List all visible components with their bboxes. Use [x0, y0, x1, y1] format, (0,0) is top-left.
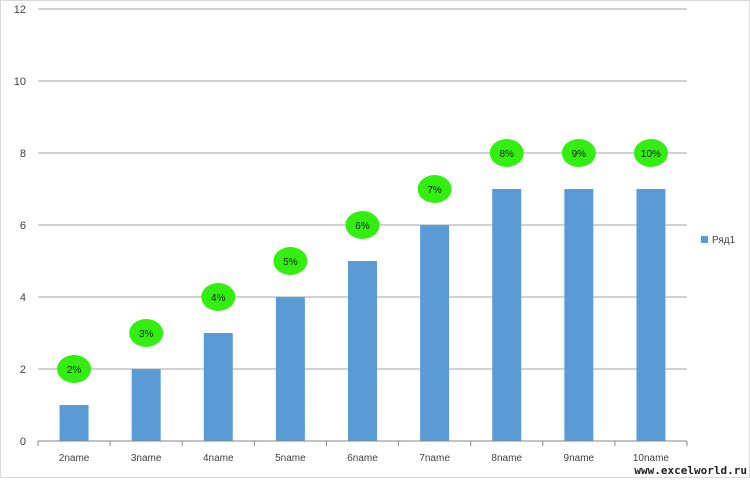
bar-8name: [492, 189, 522, 441]
data-label-9name: 9%: [572, 149, 587, 160]
x-tick-label-7name: 7name: [419, 453, 450, 464]
data-label-10name: 10%: [641, 149, 661, 160]
x-tick-label-8name: 8name: [491, 453, 522, 464]
y-tick-label-0: 0: [20, 436, 26, 448]
watermark: www.excelworld.ru: [634, 464, 747, 477]
y-tick-label-4: 8: [20, 148, 26, 160]
bar-3name: [131, 369, 161, 441]
x-tick-label-3name: 3name: [131, 453, 162, 464]
bar-9name: [564, 189, 594, 441]
y-tick-label-5: 10: [14, 76, 26, 88]
x-tick-label-5name: 5name: [275, 453, 306, 464]
data-label-4name: 4%: [211, 293, 226, 304]
y-tick-label-3: 6: [20, 220, 26, 232]
y-tick-label-2: 4: [20, 292, 26, 304]
bar-7name: [420, 225, 450, 441]
y-tick-label-1: 2: [20, 364, 26, 376]
bar-10name: [636, 189, 666, 441]
x-tick-label-4name: 4name: [203, 453, 234, 464]
y-tick-label-6: 12: [14, 4, 26, 16]
data-label-6name: 6%: [355, 221, 370, 232]
bar-4name: [203, 333, 233, 441]
x-tick-label-6name: 6name: [347, 453, 378, 464]
data-label-bubble-7name: [417, 175, 452, 203]
data-label-bubble-4name: [201, 283, 236, 311]
data-label-bubble-8name: [489, 139, 524, 167]
data-label-7name: 7%: [427, 185, 442, 196]
data-label-bubble-2name: [57, 355, 92, 383]
legend-swatch: [701, 236, 708, 243]
data-label-5name: 5%: [283, 257, 298, 268]
legend: Ряд1: [701, 235, 736, 246]
data-labels: 2% 3% 4% 5% 6% 7% 8% 9% 10%: [57, 139, 668, 383]
data-label-bubble-9name: [561, 139, 596, 167]
bars: [59, 189, 666, 441]
data-label-3name: 3%: [139, 329, 154, 340]
data-label-bubble-5name: [273, 247, 308, 275]
bar-2name: [59, 405, 89, 441]
legend-label-series-1: Ряд1: [712, 235, 736, 246]
x-tick-label-2name: 2name: [59, 453, 90, 464]
bar-6name: [348, 261, 377, 441]
data-label-2name: 2%: [67, 365, 82, 376]
data-label-bubble-6name: [345, 211, 380, 239]
data-label-8name: 8%: [499, 149, 514, 160]
data-label-bubble-3name: [129, 319, 164, 347]
data-label-bubble-10name: [633, 139, 668, 167]
axes: 0 2 4 6 8 10 12 2name 3name 4name 5name 6name 7name 8…: [14, 4, 688, 464]
x-tick-label-10name: 10name: [633, 453, 670, 464]
bar-5name: [275, 297, 305, 441]
x-tick-label-9name: 9name: [564, 453, 595, 464]
